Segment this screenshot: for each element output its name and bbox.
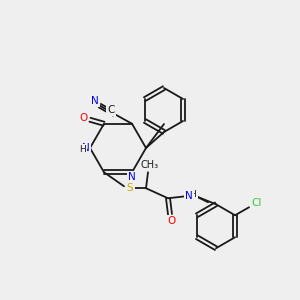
Text: N: N — [128, 172, 136, 182]
Text: CH₃: CH₃ — [141, 160, 159, 170]
Text: N: N — [82, 143, 90, 153]
Text: C: C — [107, 105, 115, 115]
Text: N: N — [185, 191, 193, 201]
Text: S: S — [127, 183, 133, 193]
Text: H: H — [190, 190, 196, 199]
Text: O: O — [168, 216, 176, 226]
Text: Cl: Cl — [252, 198, 262, 208]
Text: N: N — [91, 96, 99, 106]
Text: H: H — [79, 146, 86, 154]
Text: O: O — [79, 113, 87, 123]
